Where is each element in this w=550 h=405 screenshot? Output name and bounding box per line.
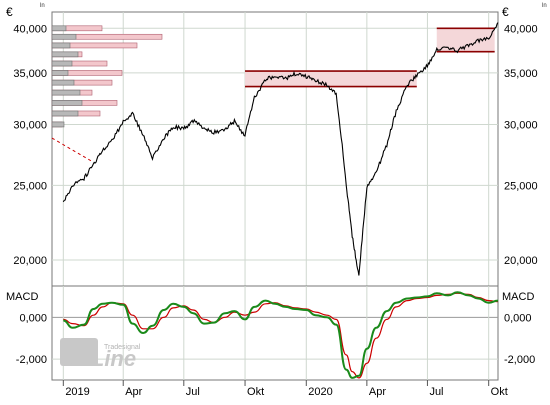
volume-profile-bar-gray	[51, 79, 75, 86]
resistance-band	[436, 28, 495, 52]
x-tick-label: 2020	[308, 386, 332, 398]
volume-profile-bar-gray	[51, 100, 83, 106]
trendline-group	[51, 137, 94, 163]
volume-profile-bar-gray	[51, 51, 79, 58]
currency-label-left: €	[6, 5, 13, 19]
macd-y-tick-right: 0,000	[504, 312, 532, 324]
currency-label-right: €	[502, 5, 509, 19]
volume-profile-bar-gray	[51, 110, 79, 117]
y-tick-right: 40,000	[504, 23, 538, 35]
volume-profile-bar-gray	[51, 42, 71, 49]
y-tick-left: 25,000	[13, 180, 47, 192]
volume-profile-bar-gray	[51, 33, 77, 40]
x-tick-label: 2019	[65, 386, 89, 398]
volume-profile-bar-gray	[51, 60, 73, 67]
price-pane: 40,000 35,000 30,000 25,000 20,000 40,000 35,…	[6, 3, 547, 287]
macd-y-axis-left: 0,000 -2,000	[16, 312, 47, 366]
y-tick-left: 20,000	[13, 255, 47, 267]
watermark-badge	[60, 338, 98, 366]
x-tick-label: Apr	[369, 386, 386, 398]
volume-profile-bar-gray	[51, 121, 65, 128]
x-axis: 2019 Apr Jul Okt 2020 Apr Jul Okt	[62, 380, 508, 398]
price-panel-frame	[51, 11, 499, 287]
volume-profile	[51, 25, 163, 128]
watermark-brand-small: Tradesignal	[104, 344, 141, 351]
price-grid	[52, 12, 498, 286]
macd-title-left: MACD	[6, 291, 38, 303]
y-tick-right: 25,000	[504, 180, 538, 192]
y-axis-left: 40,000 35,000 30,000 25,000 20,000	[13, 23, 47, 267]
corner-mark-right: ln	[542, 3, 547, 9]
volume-profile-bar-gray	[51, 25, 67, 32]
macd-signal-line	[63, 292, 499, 379]
macd-y-tick-left: 0,000	[19, 312, 47, 324]
tradesignal-watermark: Tradesignal onLine	[60, 338, 141, 371]
macd-y-axis-right: 0,000 -2,000	[504, 312, 535, 366]
resistance-bands	[245, 27, 495, 88]
y-tick-left: 30,000	[13, 119, 47, 131]
x-tick-label: Jul	[186, 386, 200, 398]
volume-profile-bar-gray	[51, 70, 69, 76]
macd-panel-frame	[51, 285, 499, 381]
x-tick-label: Okt	[491, 386, 508, 398]
corner-mark-left: ln	[40, 3, 45, 9]
macd-main-line	[63, 291, 499, 379]
watermark-brand-main: onLine	[64, 346, 136, 371]
resistance-band	[245, 71, 417, 87]
macd-grid	[52, 286, 498, 380]
macd-y-tick-right: -2,000	[504, 354, 535, 366]
x-tick-label: Okt	[247, 386, 264, 398]
volume-profile-bar-gray	[51, 89, 81, 96]
y-tick-right: 30,000	[504, 119, 538, 131]
y-tick-right: 35,000	[504, 68, 538, 80]
macd-y-tick-left: -2,000	[16, 354, 47, 366]
y-tick-left: 40,000	[13, 23, 47, 35]
macd-title-right: MACD	[502, 291, 534, 303]
y-tick-left: 35,000	[13, 68, 47, 80]
price-series-line	[62, 22, 499, 276]
y-axis-right: 40,000 35,000 30,000 25,000 20,000	[504, 23, 538, 267]
x-tick-label: Jul	[429, 386, 443, 398]
macd-pane: Tradesignal onLine 0,000 -2,000 0,000 -2,0…	[6, 285, 535, 381]
y-tick-right: 20,000	[504, 255, 538, 267]
trendline	[51, 137, 94, 163]
x-tick-label: Apr	[125, 386, 142, 398]
